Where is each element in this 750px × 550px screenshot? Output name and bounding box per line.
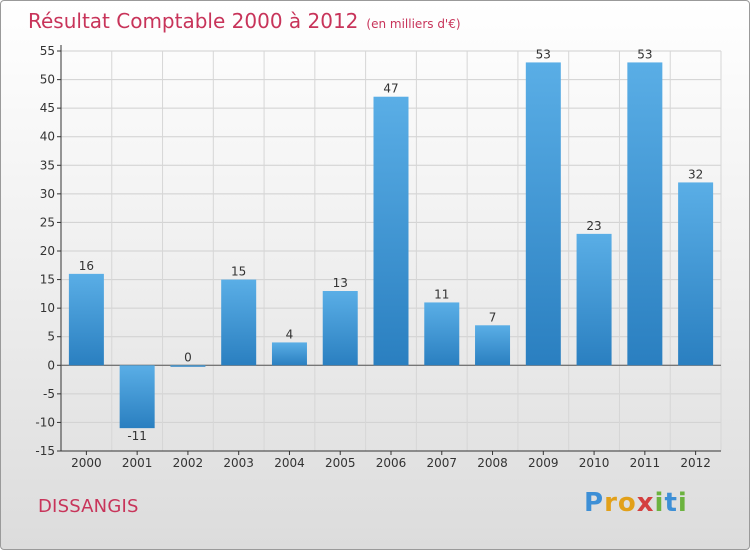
data-label: 32 [688,167,703,181]
x-tick-label: 2002 [173,456,204,470]
bar-2005 [322,291,358,366]
x-tick-label: 2004 [274,456,305,470]
y-tick-label: 0 [47,358,55,372]
bar-2010 [576,233,612,366]
x-tick-label: 2007 [426,456,457,470]
bar-2012 [678,182,714,366]
y-tick-label: 50 [40,73,55,87]
bar-2008 [475,325,511,366]
y-tick-label: 25 [40,215,55,229]
bar-2001 [119,365,155,429]
data-label: 23 [586,219,601,233]
logo-letter: t [664,488,678,518]
x-tick-label: 2011 [630,456,661,470]
place-name: DISSANGIS [38,496,139,517]
data-label: 53 [637,47,652,61]
x-tick-label: 2008 [477,456,508,470]
bar-2009 [525,62,561,366]
data-label: -11 [127,429,147,443]
chart-title: Résultat Comptable 2000 à 2012 (en millie… [28,9,461,33]
x-tick-label: 2006 [376,456,407,470]
bars [68,62,714,429]
y-tick-label: -10 [35,415,55,429]
logo-letter: P [584,488,605,518]
chart-unit: (en milliers d'€) [366,17,461,31]
y-tick-label: 5 [47,330,55,344]
logo-letter: o [617,488,637,518]
y-tick-label: 45 [40,101,55,115]
data-label: 13 [333,276,348,290]
y-tick-label: -5 [43,387,55,401]
y-tick-label: 40 [40,130,55,144]
y-tick-label: 55 [40,44,55,58]
data-label: 7 [489,310,497,324]
y-tick-label: 30 [40,187,55,201]
x-tick-label: 2009 [528,456,559,470]
data-label: 11 [434,287,449,301]
bar-2006 [373,96,409,366]
x-tick-label: 2001 [122,456,153,470]
bar-2003 [221,279,257,366]
y-tick-label: -15 [35,444,55,458]
bar-2002 [170,365,206,367]
labels: -15-10-505101520253035404550552000162001… [35,44,710,470]
y-tick-label: 10 [40,301,55,315]
data-label: 4 [286,327,294,341]
y-tick-label: 15 [40,273,55,287]
logo-letter: r [604,488,618,518]
proxiti-logo[interactable]: Proxiti [584,488,688,518]
x-tick-label: 2010 [579,456,610,470]
x-tick-label: 2005 [325,456,356,470]
logo-letter: i [654,488,665,518]
data-label: 15 [231,265,246,279]
y-tick-label: 20 [40,244,55,258]
data-label: 0 [184,350,192,364]
bar-2007 [424,302,460,366]
data-label: 16 [79,259,94,273]
data-label: 47 [383,82,398,96]
chart-title-text: Résultat Comptable 2000 à 2012 [28,9,359,33]
bar-2004 [271,342,307,366]
x-tick-label: 2003 [223,456,254,470]
logo-letter: i [677,488,688,518]
x-tick-label: 2000 [71,456,102,470]
y-tick-label: 35 [40,158,55,172]
bar-2011 [627,62,663,366]
bar-2000 [68,273,104,366]
logo-letter: x [636,488,655,518]
x-tick-label: 2012 [680,456,711,470]
data-label: 53 [536,47,551,61]
